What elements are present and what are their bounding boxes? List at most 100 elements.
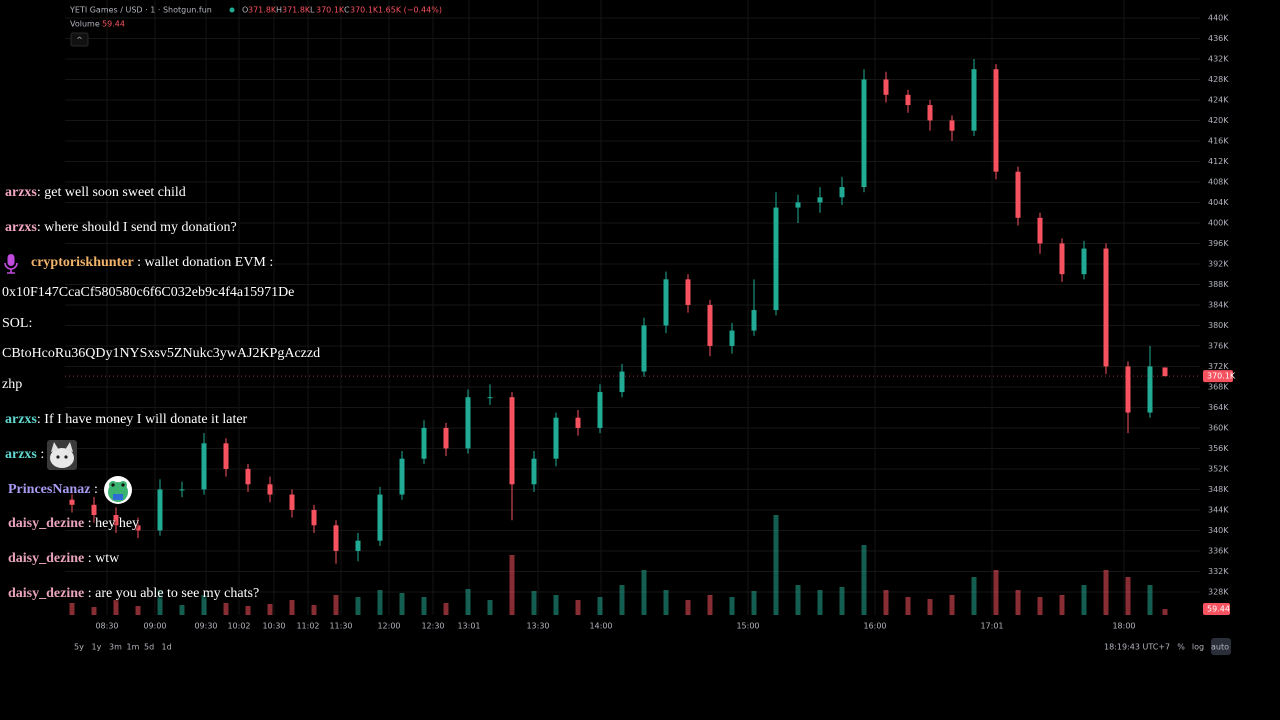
grid — [65, 0, 1200, 615]
candle-body — [949, 120, 955, 131]
y-tick-label: 404K — [1208, 198, 1229, 207]
y-tick-label: 392K — [1208, 259, 1229, 268]
last-price-label: 370.1K — [1207, 372, 1236, 381]
chat-username: arzxs — [5, 220, 37, 235]
chat-text: : hey hey — [84, 516, 140, 531]
chat-message: cryptoriskhunter : wallet donation EVM : — [31, 254, 273, 272]
last-volume-label: 59.44 — [1207, 605, 1230, 614]
volume-bar — [1162, 609, 1168, 615]
x-tick-label: 11:02 — [296, 622, 319, 631]
y-tick-label: 384K — [1208, 300, 1229, 309]
scale-option[interactable]: auto — [1211, 643, 1229, 652]
collapse-icon[interactable]: ^ — [76, 36, 83, 45]
y-tick-label: 396K — [1208, 239, 1229, 248]
y-tick-label: 420K — [1208, 116, 1229, 125]
candle-body — [839, 187, 845, 198]
volume-bar — [421, 597, 427, 615]
ohlc-key: H — [276, 6, 282, 15]
y-tick-label: 356K — [1208, 444, 1229, 453]
y-tick-label: 372K — [1208, 362, 1229, 371]
x-tick-label: 10:02 — [227, 622, 250, 631]
chat-message: arzxs: get well soon sweet child — [5, 184, 186, 202]
range-button[interactable]: 1m — [127, 643, 140, 652]
range-button[interactable]: 5y — [74, 643, 84, 652]
range-button[interactable]: 3m — [109, 643, 122, 652]
chat-username: daisy_dezine — [8, 586, 85, 601]
candle-body — [795, 202, 801, 208]
candle-body — [91, 504, 97, 516]
ohlc-key: O — [242, 6, 248, 15]
candle-body — [1147, 366, 1153, 413]
candle-body — [1125, 366, 1131, 413]
volume-bar — [553, 595, 559, 615]
x-tick-label: 13:01 — [457, 622, 480, 631]
candle-body — [641, 325, 647, 372]
chat-text: : If I have money I will donate it later — [36, 412, 248, 427]
volume-bar — [927, 599, 933, 615]
mic-badge — [4, 254, 18, 274]
x-tick-label: 13:30 — [526, 622, 549, 631]
chat-continuation: zhp — [2, 377, 23, 392]
candle-body — [135, 525, 141, 531]
x-tick-label: 11:30 — [329, 622, 352, 631]
scale-option[interactable]: % — [1177, 643, 1185, 652]
y-tick-label: 336K — [1208, 546, 1229, 555]
volume-bar — [113, 600, 119, 615]
ohlc-key: C — [344, 6, 350, 15]
chat-username: arzxs — [5, 185, 37, 200]
range-button[interactable]: 1d — [162, 643, 172, 652]
volume-bar — [905, 597, 911, 615]
y-tick-label: 340K — [1208, 526, 1229, 535]
volume-bar — [1037, 597, 1043, 615]
candle-layer — [69, 58, 1168, 564]
candle-body — [1037, 217, 1043, 244]
chat-username: arzxs — [5, 447, 37, 462]
x-tick-label: 09:30 — [194, 622, 217, 631]
candle-body — [663, 279, 669, 326]
clock: 18:19:43 UTC+7 — [1104, 643, 1170, 652]
volume-bar — [729, 597, 735, 615]
candle-body — [69, 499, 75, 505]
x-tick-label: 18:00 — [1112, 622, 1135, 631]
volume-bar — [1103, 570, 1109, 615]
candle-body — [927, 105, 933, 121]
legend-header: YETI Games / USD · 1 · Shotgun.fun Volum… — [69, 6, 442, 47]
chat-text: : — [36, 447, 45, 462]
candle-body — [575, 417, 581, 428]
volume-bar — [795, 585, 801, 615]
volume-bar — [223, 603, 229, 615]
volume-bar — [1125, 577, 1131, 615]
axes: 440K 436K 432K 428K 424K 420K 416K 412K 408K 404K… — [65, 13, 1236, 631]
volume-bar — [487, 600, 493, 615]
candle-body — [861, 79, 867, 188]
chat-text: : get well soon sweet child — [36, 185, 186, 200]
scale-option[interactable]: log — [1192, 643, 1204, 652]
candle-body — [179, 489, 185, 491]
chat-message: daisy_dezine : are you able to see my ch… — [8, 585, 259, 603]
candle-body — [113, 515, 119, 526]
candle-body — [465, 397, 471, 449]
y-tick-label: 412K — [1208, 157, 1229, 166]
chat-continuation: 0x10F147CcaCf580580c6f6C032eb9c4f4a15971… — [2, 285, 295, 300]
volume-bar — [817, 590, 823, 615]
collapse-button[interactable] — [70, 32, 89, 47]
chat-username: daisy_dezine — [8, 551, 85, 566]
volume-bar — [201, 595, 207, 615]
chat-text: : — [90, 482, 98, 497]
volume-bar — [135, 606, 141, 615]
range-button[interactable]: 5d — [144, 643, 154, 652]
candle-body — [355, 540, 361, 551]
x-tick-label: 10:30 — [262, 622, 285, 631]
chat-username: daisy_dezine — [8, 516, 85, 531]
y-tick-label: 368K — [1208, 382, 1229, 391]
candle-body — [289, 494, 295, 510]
y-tick-label: 408K — [1208, 177, 1229, 186]
volume-bar — [619, 585, 625, 615]
chat-message: PrincesNanaz : — [8, 481, 98, 499]
cat-emote — [47, 440, 77, 470]
chat-message: daisy_dezine : hey hey — [8, 515, 139, 533]
ohlc-value: 370.1K — [316, 6, 345, 15]
volume-label: Volume — [70, 20, 100, 29]
range-button[interactable]: 1y — [92, 643, 102, 652]
candle-body — [971, 69, 977, 131]
